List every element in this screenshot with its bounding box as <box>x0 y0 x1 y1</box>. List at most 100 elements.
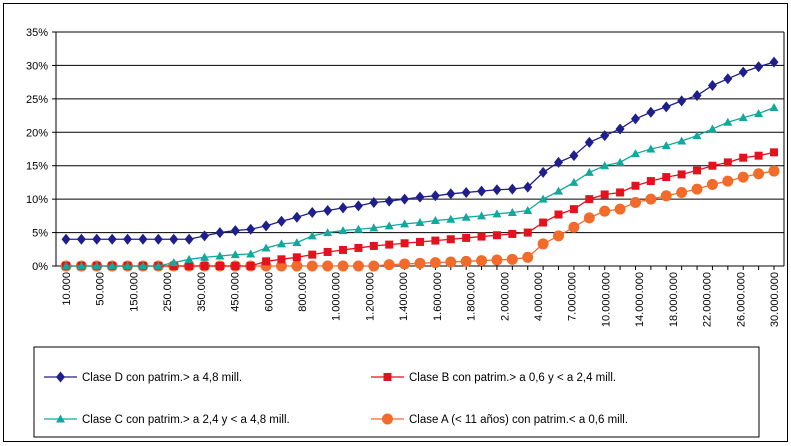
data-point <box>693 166 702 175</box>
x-tick-label: 26.000.000 <box>735 272 747 327</box>
data-point <box>646 106 656 118</box>
x-tick-label: 1.000.000 <box>331 272 343 321</box>
data-point <box>323 247 332 256</box>
data-point <box>723 117 733 126</box>
data-point <box>616 188 625 197</box>
chart-frame: 0% 5% 10% 15% 20% 25% 30% 35% 10.000 50.000 150.0… <box>3 3 788 442</box>
data-point <box>56 414 65 423</box>
data-point <box>446 188 456 200</box>
data-point <box>323 205 333 217</box>
data-point <box>584 136 594 148</box>
x-tick-label: 30.000.000 <box>769 272 781 327</box>
data-point <box>292 211 302 223</box>
series-line <box>66 151 775 267</box>
data-point <box>476 255 488 267</box>
data-point <box>200 262 209 270</box>
data-point <box>539 218 548 227</box>
data-point <box>692 90 702 102</box>
data-point <box>615 157 625 166</box>
data-point <box>739 153 748 162</box>
data-point <box>369 223 379 232</box>
data-point <box>477 211 487 220</box>
data-point <box>661 141 671 150</box>
data-point <box>445 256 457 268</box>
x-tick-label: 1.600.000 <box>432 272 444 321</box>
data-point <box>430 216 440 225</box>
y-tick-label: 30% <box>26 60 48 72</box>
data-point <box>662 173 671 182</box>
data-point <box>384 221 394 230</box>
data-point <box>92 261 102 270</box>
data-point <box>677 136 687 145</box>
data-point <box>538 166 548 178</box>
data-point <box>169 258 179 267</box>
x-tick-label: 18.000.000 <box>668 272 680 327</box>
data-point <box>215 262 224 270</box>
data-point <box>492 231 501 240</box>
data-point <box>369 241 378 250</box>
data-point <box>246 262 255 270</box>
x-tick-label: 1.800.000 <box>466 272 478 321</box>
data-point <box>215 227 225 239</box>
data-point <box>123 261 133 270</box>
gridlines <box>56 31 785 267</box>
data-point <box>200 252 210 261</box>
series-diamond <box>61 56 779 245</box>
data-point <box>262 257 271 266</box>
data-point <box>614 203 626 215</box>
data-point <box>246 249 256 258</box>
data-point <box>738 113 748 122</box>
data-point <box>61 233 71 245</box>
data-point <box>523 206 533 215</box>
data-point <box>491 254 503 266</box>
data-point <box>630 113 640 125</box>
data-point <box>569 205 578 214</box>
data-point <box>522 251 534 263</box>
data-point <box>415 218 425 227</box>
data-point <box>768 165 780 177</box>
data-point <box>707 79 717 91</box>
data-point <box>507 208 517 217</box>
legend-entry: Clase C con patrim.> a 2,4 y < a 4,8 mil… <box>44 414 290 426</box>
series-line <box>66 61 775 240</box>
data-point <box>261 243 271 252</box>
data-point <box>291 260 303 272</box>
data-point <box>354 243 363 252</box>
legend-label: Clase A (< 11 años) con patrim.< a 0,6 m… <box>409 414 628 426</box>
data-point <box>769 103 779 112</box>
data-point <box>185 262 194 270</box>
data-point <box>506 253 518 265</box>
data-point <box>584 167 594 176</box>
data-point <box>460 255 472 267</box>
x-tick-label: 250.000 <box>162 272 174 312</box>
data-point <box>645 193 657 205</box>
data-point <box>308 250 317 259</box>
series-triangle <box>61 103 779 270</box>
data-point <box>615 123 625 135</box>
data-point <box>92 233 102 245</box>
data-point <box>276 215 286 227</box>
data-point <box>400 239 409 248</box>
data-point <box>446 235 455 244</box>
y-tick-label: 25% <box>26 94 48 106</box>
data-point <box>477 185 487 197</box>
data-point <box>384 195 394 207</box>
data-point <box>754 61 764 73</box>
data-point <box>369 196 379 208</box>
x-tick-label: 1.400.000 <box>398 272 410 321</box>
data-point <box>537 238 549 250</box>
data-point <box>660 190 672 202</box>
data-point <box>569 150 579 162</box>
data-point <box>538 194 548 203</box>
data-point <box>569 177 579 186</box>
data-point <box>415 191 425 203</box>
data-point <box>430 190 440 202</box>
line-chart: 0% 5% 10% 15% 20% 25% 30% 35% 10.000 50.000 150.0… <box>26 27 785 438</box>
data-point <box>261 220 271 232</box>
data-point <box>568 221 580 233</box>
data-point <box>691 183 703 195</box>
data-point <box>368 260 380 272</box>
data-point <box>184 233 194 245</box>
data-point <box>107 261 117 270</box>
legend-label: Clase B con patrim.> a 0,6 y < a 2,4 mil… <box>409 372 616 384</box>
